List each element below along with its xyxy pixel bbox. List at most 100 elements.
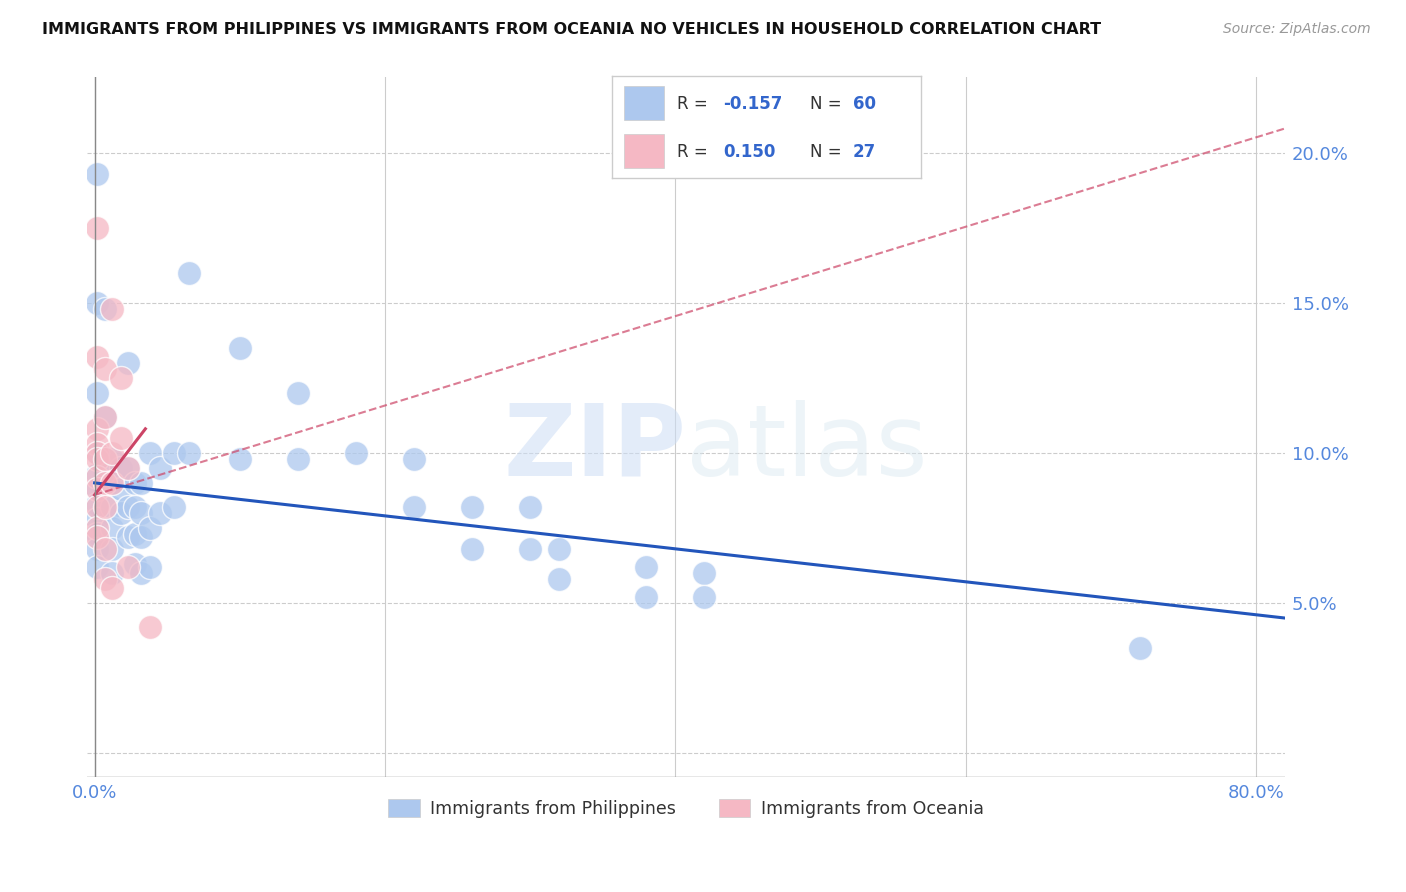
Point (86, 512, 108, 526)
Point (124, 500, 146, 514)
Point (86, 167, 108, 181)
Point (110, 482, 132, 496)
Point (86, 422, 108, 436)
Point (86, 467, 108, 481)
Point (117, 560, 139, 574)
Point (693, 566, 716, 580)
Point (139, 446, 162, 460)
Point (402, 451, 425, 466)
Point (86, 295, 108, 310)
Text: 27: 27 (853, 143, 876, 161)
Point (117, 530, 139, 544)
Point (229, 341, 252, 355)
Point (636, 560, 658, 574)
Point (101, 500, 124, 514)
Point (344, 446, 367, 460)
Point (110, 506, 132, 520)
Point (149, 461, 172, 475)
Text: ZIP: ZIP (503, 400, 686, 497)
Point (86, 220, 108, 235)
Point (101, 581, 124, 595)
Point (93, 451, 115, 466)
Point (86, 560, 108, 574)
Point (86, 385, 108, 400)
Point (86, 482, 108, 496)
Text: Source: ZipAtlas.com: Source: ZipAtlas.com (1223, 22, 1371, 37)
Point (101, 301, 124, 316)
Point (86, 470, 108, 484)
Point (101, 541, 124, 556)
Point (693, 590, 716, 604)
Point (139, 560, 162, 574)
Point (129, 530, 152, 544)
Text: IMMIGRANTS FROM PHILIPPINES VS IMMIGRANTS FROM OCEANIA NO VEHICLES IN HOUSEHOLD : IMMIGRANTS FROM PHILIPPINES VS IMMIGRANT… (42, 22, 1101, 37)
Point (110, 371, 132, 385)
Text: 0.150: 0.150 (723, 143, 775, 161)
Point (110, 431, 132, 445)
Point (93, 500, 115, 514)
FancyBboxPatch shape (624, 135, 664, 168)
Point (86, 350, 108, 364)
Point (129, 506, 152, 520)
Point (101, 566, 124, 580)
Point (101, 451, 124, 466)
Point (519, 500, 541, 514)
Point (548, 572, 571, 586)
Point (519, 541, 541, 556)
Text: R =: R = (676, 95, 713, 112)
Text: 60: 60 (853, 95, 876, 112)
Point (86, 451, 108, 466)
Point (163, 446, 186, 460)
Text: N =: N = (810, 95, 846, 112)
Point (86, 530, 108, 544)
Point (287, 451, 309, 466)
Point (86, 446, 108, 460)
Point (149, 506, 172, 520)
Point (139, 620, 162, 634)
Point (117, 461, 139, 475)
Text: -0.157: -0.157 (723, 95, 782, 112)
Point (101, 521, 124, 535)
Point (86, 497, 108, 511)
Point (177, 446, 200, 460)
Point (93, 361, 115, 376)
Point (86, 541, 108, 556)
Point (117, 461, 139, 475)
Point (461, 541, 484, 556)
Text: N =: N = (810, 143, 846, 161)
Point (110, 461, 132, 475)
Point (86, 500, 108, 514)
Point (93, 572, 115, 586)
Point (93, 541, 115, 556)
Point (163, 500, 186, 514)
Point (139, 521, 162, 535)
Point (636, 590, 658, 604)
Point (461, 500, 484, 514)
Text: R =: R = (676, 143, 713, 161)
Point (93, 301, 115, 316)
Point (229, 451, 252, 466)
Point (124, 557, 146, 571)
Point (287, 385, 309, 400)
Legend: Immigrants from Philippines, Immigrants from Oceania: Immigrants from Philippines, Immigrants … (381, 792, 991, 824)
Point (117, 356, 139, 370)
Point (129, 566, 152, 580)
Point (124, 475, 146, 490)
Point (86, 437, 108, 451)
Point (548, 541, 571, 556)
Text: atlas: atlas (686, 400, 928, 497)
Point (177, 266, 200, 280)
Point (86, 521, 108, 535)
Point (93, 475, 115, 490)
Point (101, 475, 124, 490)
Point (124, 527, 146, 541)
Point (101, 475, 124, 490)
Point (86, 482, 108, 496)
Point (117, 500, 139, 514)
Point (93, 409, 115, 424)
Point (86, 527, 108, 541)
FancyBboxPatch shape (624, 87, 664, 120)
Point (93, 409, 115, 424)
Point (129, 475, 152, 490)
Point (86, 446, 108, 460)
